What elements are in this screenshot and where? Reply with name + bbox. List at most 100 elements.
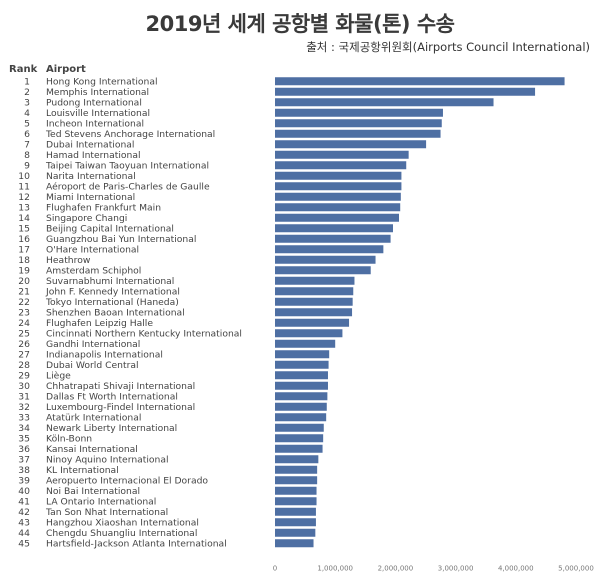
airport-label: Atatürk International	[46, 413, 141, 424]
airport-label: Guangzhou Bai Yun International	[46, 234, 196, 245]
bar	[275, 140, 427, 149]
bar	[275, 276, 355, 285]
rank-label: 5	[24, 119, 30, 130]
airport-label: Beijing Capital International	[46, 224, 174, 235]
x-tick-label: 1,000,000	[317, 565, 353, 573]
rank-label: 33	[18, 413, 30, 424]
bar	[275, 203, 401, 212]
airport-label: Köln-Bonn	[46, 434, 92, 445]
bar	[275, 119, 442, 128]
bar	[275, 518, 316, 527]
bar	[275, 182, 402, 191]
rank-label: 31	[18, 392, 30, 403]
rank-label: 24	[18, 318, 30, 329]
bar	[275, 371, 328, 380]
airport-label: Dubai International	[46, 140, 134, 151]
x-tick-label: 2,000,000	[378, 565, 414, 573]
x-tick-label: 0	[273, 565, 277, 573]
rank-label: 19	[18, 266, 30, 277]
bar	[275, 329, 343, 338]
airport-label: Indianapolis International	[46, 350, 163, 361]
airport-label: Cincinnati Northern Kentucky Internation…	[46, 329, 242, 340]
rank-label: 45	[18, 539, 30, 550]
bar	[275, 465, 318, 474]
rank-label: 21	[18, 287, 30, 298]
bar	[275, 318, 350, 327]
airport-label: Tokyo International (Haneda)	[45, 297, 179, 308]
rank-label: 4	[24, 108, 30, 119]
bar	[275, 129, 441, 138]
airport-label: Singapore Changi	[46, 213, 127, 224]
airport-label: Amsterdam Schiphol	[46, 266, 141, 277]
rank-label: 27	[18, 350, 30, 361]
airport-label: Pudong International	[46, 98, 142, 109]
bar	[275, 287, 354, 296]
rank-label: 26	[18, 339, 30, 350]
rank-label: 6	[24, 129, 30, 140]
x-tick-label: 4,000,000	[498, 565, 534, 573]
rank-label: 13	[18, 203, 30, 214]
airport-label: Aéroport de Paris-Charles de Gaulle	[46, 182, 210, 193]
rank-label: 38	[18, 465, 30, 476]
rank-label: 28	[18, 360, 30, 371]
airport-label: Kansai International	[46, 444, 138, 455]
rank-label: 7	[24, 140, 30, 151]
airport-label: Hangzhou Xiaoshan International	[46, 518, 199, 529]
bar	[275, 360, 329, 369]
bar	[275, 507, 316, 516]
airport-label: Ted Stevens Anchorage International	[45, 129, 215, 140]
rank-label: 15	[18, 224, 30, 235]
airport-label: Aeropuerto Internacional El Dorado	[46, 476, 208, 487]
rank-label: 16	[18, 234, 30, 245]
airport-label: Shenzhen Baoan International	[46, 308, 185, 319]
rank-label: 1	[24, 77, 30, 88]
airport-label: Liège	[46, 371, 71, 382]
bar	[275, 224, 393, 233]
airport-label: Ninoy Aquino International	[46, 455, 169, 466]
bar	[275, 255, 376, 264]
airport-label: Suvarnabhumi International	[46, 276, 174, 287]
source-note: 출처 : 국제공항위원회(Airports Council Internatio…	[306, 40, 590, 54]
airport-label: Flughafen Frankfurt Main	[46, 203, 161, 214]
rank-label: 2	[24, 87, 30, 98]
rank-label: 14	[18, 213, 30, 224]
rank-label: 35	[18, 434, 30, 445]
rank-label: 41	[18, 497, 30, 508]
bar	[275, 161, 407, 170]
bar	[275, 108, 443, 117]
bar	[275, 528, 316, 537]
airport-label: Hamad International	[46, 150, 141, 161]
rank-label: 40	[18, 486, 30, 497]
bar	[275, 486, 317, 495]
bar	[275, 213, 400, 222]
rank-label: 34	[18, 423, 30, 434]
bar	[275, 497, 317, 506]
airport-label: LA Ontario International	[46, 497, 156, 508]
rank-label: 25	[18, 329, 30, 340]
airport-label: Memphis International	[46, 87, 149, 98]
rank-label: 17	[18, 245, 30, 256]
chart-title: 2019년 세계 공항별 화물(톤) 수송	[145, 12, 455, 36]
airport-label: John F. Kennedy International	[45, 287, 180, 298]
rank-label: 3	[24, 98, 30, 109]
airport-label: Taipei Taiwan Taoyuan International	[45, 161, 209, 172]
rank-label: 22	[18, 297, 30, 308]
rank-label: 10	[18, 171, 30, 182]
rank-label: 18	[18, 255, 30, 266]
airport-label: Dubai World Central	[46, 360, 139, 371]
bar	[275, 308, 353, 317]
airport-label: Heathrow	[46, 255, 91, 266]
airport-label: Noi Bai International	[46, 486, 140, 497]
bar	[275, 339, 336, 348]
bar	[275, 455, 319, 464]
airport-label: Narita International	[46, 171, 136, 182]
x-tick-label: 5,000,000	[558, 565, 594, 573]
airport-label: Dallas Ft Worth International	[46, 392, 178, 403]
rank-label: 9	[24, 161, 30, 172]
bar	[275, 150, 409, 159]
rank-label: 44	[18, 528, 30, 539]
rank-label: 39	[18, 476, 30, 487]
rank-label: 23	[18, 308, 30, 319]
bar	[275, 444, 323, 453]
